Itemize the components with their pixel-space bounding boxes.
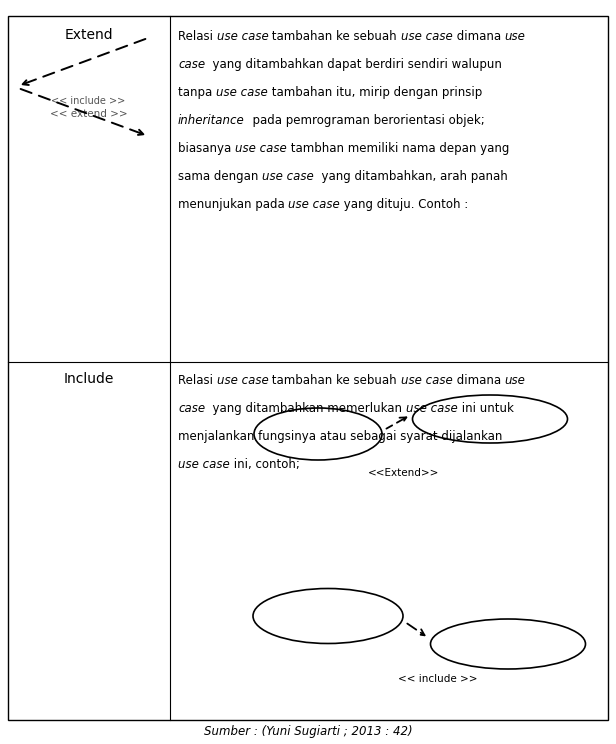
Text: ini, contoh;: ini, contoh;	[230, 458, 299, 471]
Text: menunjukan pada: menunjukan pada	[178, 198, 288, 211]
Text: use case: use case	[401, 30, 453, 43]
Text: << include >>: << include >>	[399, 674, 478, 684]
Text: yang ditambahkan, arah panah: yang ditambahkan, arah panah	[314, 170, 508, 183]
Text: use case: use case	[178, 458, 230, 471]
Text: use case: use case	[216, 86, 268, 99]
Text: tambahan itu, mirip dengan prinsip: tambahan itu, mirip dengan prinsip	[268, 86, 482, 99]
Text: tambhan memiliki nama depan yang: tambhan memiliki nama depan yang	[287, 142, 509, 155]
Text: sama dengan: sama dengan	[178, 170, 262, 183]
Text: use case: use case	[262, 170, 314, 183]
Text: <<Extend>>: <<Extend>>	[368, 468, 440, 478]
Text: use: use	[505, 30, 525, 43]
Text: tambahan ke sebuah: tambahan ke sebuah	[269, 30, 401, 43]
Text: Include: Include	[64, 372, 114, 386]
Text: use case: use case	[217, 374, 269, 387]
Text: Relasi: Relasi	[178, 30, 217, 43]
Text: case: case	[178, 58, 205, 71]
Text: inheritance: inheritance	[178, 114, 245, 127]
Text: use case: use case	[288, 198, 340, 211]
Text: use case: use case	[235, 142, 287, 155]
Text: tambahan ke sebuah: tambahan ke sebuah	[269, 374, 401, 387]
Text: tanpa: tanpa	[178, 86, 216, 99]
Text: case: case	[178, 402, 205, 415]
Text: biasanya: biasanya	[178, 142, 235, 155]
Text: dimana: dimana	[453, 374, 505, 387]
Text: Relasi: Relasi	[178, 374, 217, 387]
Text: << include >>: << include >>	[51, 96, 125, 106]
Text: use case: use case	[401, 374, 453, 387]
Text: ini untuk: ini untuk	[458, 402, 514, 415]
Text: use case: use case	[217, 30, 269, 43]
Text: << extend >>: << extend >>	[50, 109, 128, 119]
Text: Extend: Extend	[65, 28, 113, 42]
Text: yang ditambahkan dapat berdiri sendiri walupun: yang ditambahkan dapat berdiri sendiri w…	[205, 58, 502, 71]
Text: dimana: dimana	[453, 30, 505, 43]
Text: use case: use case	[406, 402, 458, 415]
Text: Sumber : (Yuni Sugiarti ; 2013 : 42): Sumber : (Yuni Sugiarti ; 2013 : 42)	[204, 725, 412, 738]
Text: yang ditambahkan memerlukan: yang ditambahkan memerlukan	[205, 402, 406, 415]
Text: menjalankan fungsinya atau sebagai syarat dijalankan: menjalankan fungsinya atau sebagai syara…	[178, 430, 503, 443]
Text: yang dituju. Contoh :: yang dituju. Contoh :	[340, 198, 469, 211]
Text: use: use	[505, 374, 525, 387]
Text: pada pemrograman berorientasi objek;: pada pemrograman berorientasi objek;	[245, 114, 485, 127]
